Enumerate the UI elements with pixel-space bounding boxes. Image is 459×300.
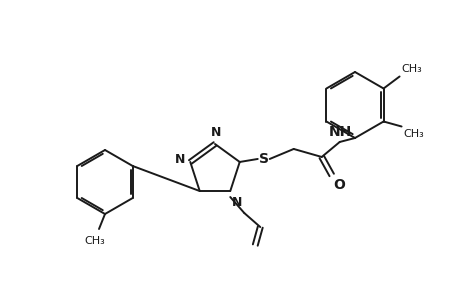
Text: CH₃: CH₃ [403, 128, 423, 139]
Text: CH₃: CH₃ [401, 64, 421, 74]
Text: N: N [174, 154, 185, 166]
Text: NH: NH [328, 125, 352, 139]
Text: O: O [333, 178, 345, 192]
Text: N: N [232, 196, 242, 209]
Text: CH₃: CH₃ [84, 236, 105, 246]
Text: S: S [258, 152, 268, 166]
Text: N: N [210, 126, 221, 139]
